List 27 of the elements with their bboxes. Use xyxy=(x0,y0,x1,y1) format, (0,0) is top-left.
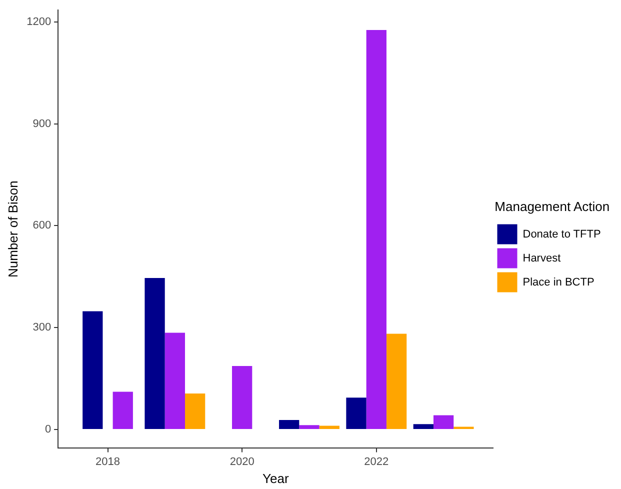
x-tick-label: 2020 xyxy=(230,456,254,468)
bar xyxy=(413,424,434,430)
x-tick-label: 2018 xyxy=(96,456,120,468)
bar xyxy=(433,415,454,430)
legend-title: Management Action xyxy=(494,198,610,214)
y-tick-label: 1200 xyxy=(26,16,52,28)
bar xyxy=(319,426,340,430)
bar xyxy=(185,394,206,430)
x-tick-label: 2022 xyxy=(364,456,389,468)
bar xyxy=(454,426,474,430)
legend-label: Harvest xyxy=(522,252,561,264)
y-axis-title: Number of Bison xyxy=(5,180,20,278)
y-tick-label: 900 xyxy=(32,118,52,130)
bar xyxy=(386,334,407,430)
bar xyxy=(232,366,252,430)
legend-label: Place in BCTP xyxy=(522,276,594,288)
bar xyxy=(164,332,185,430)
y-tick-label: 0 xyxy=(44,424,52,436)
bar xyxy=(144,278,165,430)
bar xyxy=(279,420,300,430)
bar xyxy=(346,398,366,430)
y-tick-label: 300 xyxy=(32,322,52,334)
bar xyxy=(299,425,320,430)
legend-label: Donate to TFTP xyxy=(522,228,601,240)
bar xyxy=(366,30,386,430)
y-tick-label: 600 xyxy=(32,220,52,232)
x-axis-title: Year xyxy=(262,470,290,486)
